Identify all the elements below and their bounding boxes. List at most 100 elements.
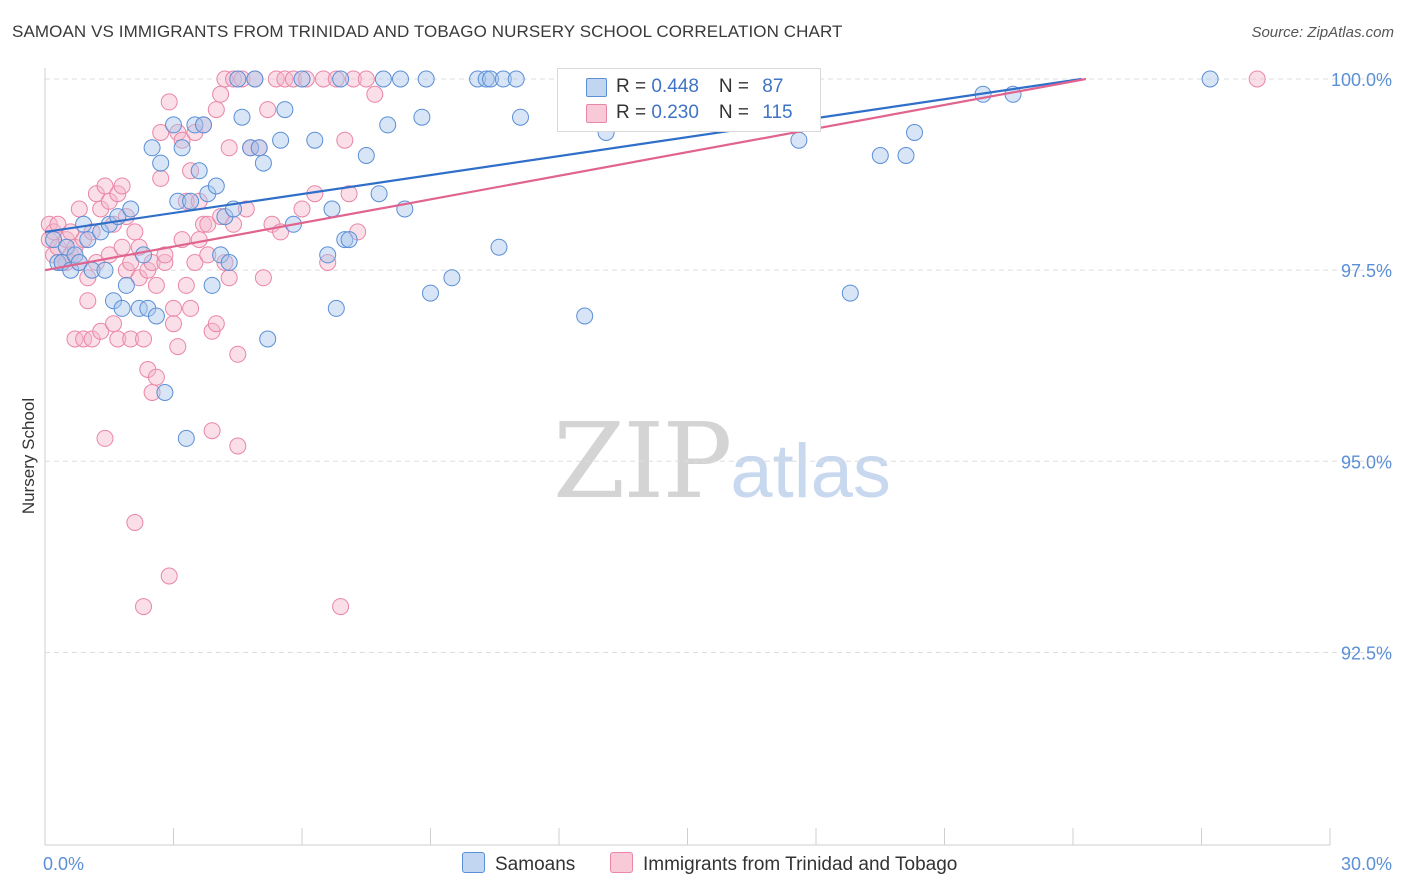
trinidad-point <box>267 70 285 88</box>
samoan-point <box>276 101 294 119</box>
legend-row-trinidad: R = 0.230 N = 115 <box>616 102 793 124</box>
samoan-point <box>96 261 114 279</box>
samoan-point <box>392 70 409 88</box>
samoan-point <box>242 139 260 157</box>
trinidad-point <box>117 261 135 279</box>
trinidad-point <box>135 330 152 348</box>
samoan-point <box>229 70 247 88</box>
trinidad-point <box>152 169 170 187</box>
trinidad-point <box>357 70 375 88</box>
trinidad-point <box>186 254 204 271</box>
samoan-point <box>220 254 238 271</box>
trinidad-point <box>122 330 140 348</box>
samoan-point <box>182 192 200 210</box>
trinidad-point <box>293 200 311 218</box>
trinidad-point <box>195 215 212 233</box>
trinidad-point <box>207 315 225 333</box>
trinidad-point <box>199 246 217 264</box>
correlation-legend: R = 0.448 N = 87 R = 0.230 N = 115 <box>557 68 821 132</box>
samoan-point <box>147 307 165 325</box>
trinidad-point <box>177 276 195 294</box>
samoan-point <box>413 108 431 126</box>
samoan-point <box>173 139 191 157</box>
samoan-point <box>512 108 529 126</box>
trinidad-trend-line <box>44 77 1087 272</box>
trinidad-point <box>207 101 225 119</box>
samoan-point <box>507 70 525 88</box>
samoan-point <box>336 231 354 249</box>
trend-lines <box>44 77 1087 272</box>
legend-swatch-samoans <box>586 78 607 97</box>
samoan-point <box>259 330 277 348</box>
bottom-legend-trinidad[interactable]: Immigrants from Trinidad and Tobago <box>610 852 957 876</box>
trinidad-point <box>182 299 200 317</box>
trinidad-point <box>147 368 165 386</box>
trinidad-point <box>165 299 182 317</box>
trinidad-point <box>327 70 345 88</box>
samoan-point <box>422 284 439 302</box>
samoan-point <box>143 139 161 157</box>
trinidad-point <box>216 70 234 88</box>
y-axis-label: Nursery School <box>19 398 38 514</box>
bottom-legend-samoans[interactable]: Samoans <box>462 852 575 876</box>
trinidad-point <box>109 185 127 203</box>
samoan-point <box>871 147 889 164</box>
trinidad-point <box>182 162 200 180</box>
legend-r-label: R = <box>616 76 652 97</box>
legend-r-label: R = <box>616 102 652 123</box>
trinidad-point <box>229 345 247 363</box>
samoan-point <box>469 70 487 88</box>
trinidad-point <box>237 200 255 218</box>
samoan-point <box>190 162 208 180</box>
trinidad-point <box>220 139 238 157</box>
trinidad-point <box>160 567 178 585</box>
trinidad-point <box>199 215 217 233</box>
trinidad-point <box>152 124 170 141</box>
trinidad-point <box>109 330 127 348</box>
samoan-point <box>203 276 221 294</box>
samoan-point <box>340 231 358 249</box>
samoan-point <box>195 116 212 134</box>
trinidad-point <box>332 598 350 616</box>
trinidad-point <box>160 93 178 111</box>
legend-n-value: 87 <box>762 76 784 97</box>
grid-lines <box>45 78 1392 653</box>
trinidad-point <box>165 315 182 333</box>
trinidad-point <box>366 85 384 103</box>
samoan-point <box>576 307 594 325</box>
trinidad-point <box>297 70 315 88</box>
samoan-point <box>165 116 182 134</box>
pink-series-points <box>40 70 1266 616</box>
source-label: Source: ZipAtlas.com <box>1251 24 1394 41</box>
trinidad-point <box>344 70 362 88</box>
trinidad-point <box>203 422 221 440</box>
samoan-point <box>233 108 251 126</box>
trinidad-point <box>284 70 302 88</box>
x-tick-label: 0.0% <box>43 854 84 874</box>
samoan-point <box>494 70 512 88</box>
trinidad-point <box>113 238 131 256</box>
legend-row-samoans: R = 0.448 N = 87 <box>616 76 783 98</box>
samoan-point <box>1201 70 1219 88</box>
trinidad-point <box>336 131 354 149</box>
y-tick-label: 95.0% <box>1341 452 1392 472</box>
trinidad-point <box>66 330 84 348</box>
samoan-point <box>482 70 499 88</box>
samoan-point <box>332 70 350 88</box>
axes <box>44 68 1331 846</box>
samoan-point <box>357 147 375 164</box>
samoan-point <box>156 384 174 401</box>
bottom-legend-swatch-samoans <box>462 852 485 873</box>
trinidad-point <box>212 85 230 103</box>
samoan-point <box>207 177 225 195</box>
samoan-point <box>477 70 495 88</box>
legend-r-value: 0.230 <box>651 102 699 123</box>
samoan-point <box>306 131 324 149</box>
y-tick-label: 97.5% <box>1341 261 1392 281</box>
y-tick-label: 100.0% <box>1331 70 1392 90</box>
samoan-point <box>379 116 397 134</box>
watermark-atlas: atlas <box>730 429 891 514</box>
trinidad-point <box>220 269 238 287</box>
samoan-point <box>293 70 311 88</box>
samoan-point <box>152 154 170 172</box>
